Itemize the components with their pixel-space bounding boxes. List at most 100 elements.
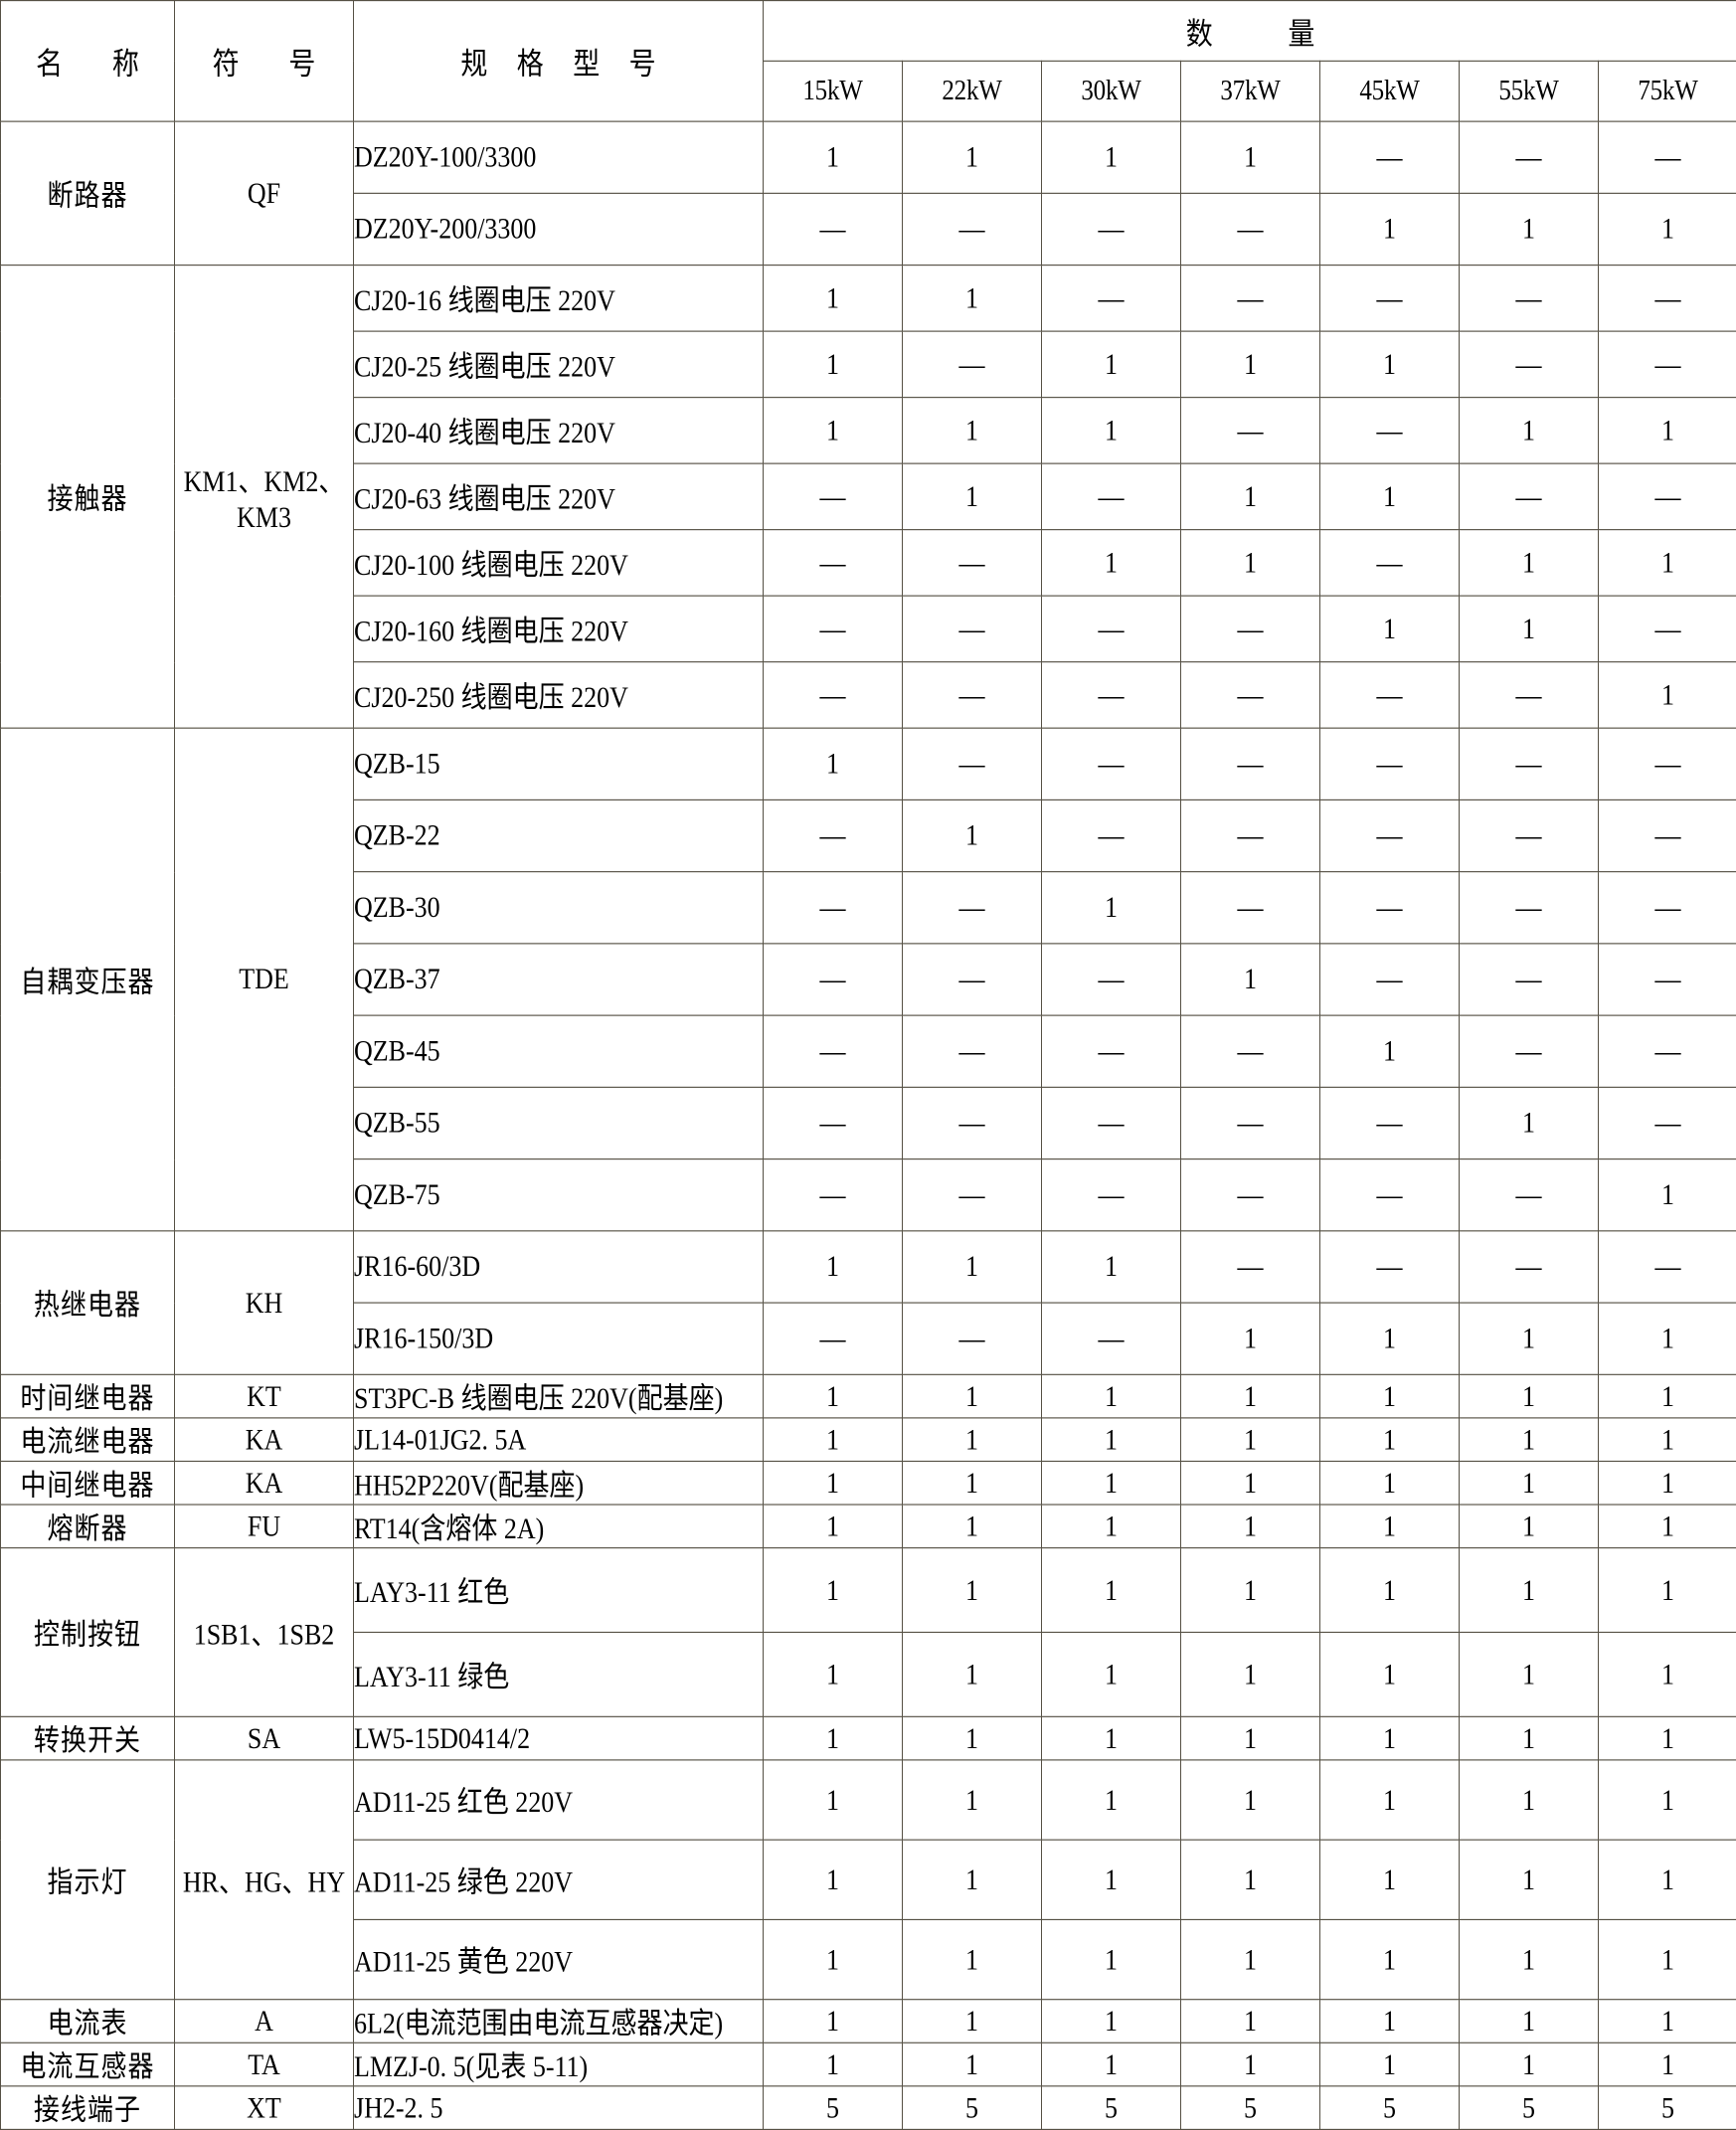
table-row: CJ20-63 线圈电压 220V —1—1 1— — (1, 462, 1736, 531)
quantity-cell-75kw: 1 (1597, 661, 1736, 729)
quantity-cell-37kw: — (1180, 1230, 1320, 1304)
component-name: 热继电器 (0, 1230, 175, 1375)
quantity-cell-37kw: — (1180, 397, 1320, 464)
component-spec: DZ20Y-100/3300 (353, 120, 764, 194)
header-row-top: 名 称 符 号 规 格 型 号 数 量 (0, 0, 1736, 122)
quantity-cell-37kw: — (1180, 727, 1320, 800)
quantity-cell-55kw: 1 (1459, 1302, 1599, 1375)
quantity-cell-75kw: — (1597, 462, 1736, 531)
component-spec: CJ20-250 线圈电压 220V (353, 661, 764, 729)
component-spec: CJ20-100 线圈电压 220V (353, 529, 764, 597)
quantity-cell-45kw: 5 (1319, 2085, 1460, 2130)
quantity-cell-55kw: 1 (1459, 595, 1599, 663)
quantity-cell-22kw: 1 (902, 1999, 1042, 2043)
quantity-cell-30kw: 1 (1041, 1715, 1181, 1761)
component-symbol: KH (174, 1230, 354, 1375)
quantity-cell-22kw: — (902, 871, 1042, 945)
table-row: JR16-150/3D — — —1 1 1 1 (1, 1302, 1736, 1375)
quantity-cell-15kw: 1 (763, 1547, 903, 1634)
quantity-cell-15kw: — (763, 1014, 903, 1088)
component-name: 时间继电器 (0, 1373, 175, 1419)
quantity-cell-15kw: 1 (763, 1715, 903, 1761)
component-spec: JR16-60/3D (353, 1230, 764, 1304)
quantity-cell-15kw: 1 (763, 265, 903, 332)
quantity-cell-45kw: 1 (1319, 1999, 1460, 2043)
quantity-cell-22kw: 5 (902, 2085, 1042, 2130)
quantity-cell-55kw: 1 (1459, 1460, 1599, 1506)
quantity-cell-22kw: 1 (902, 2041, 1042, 2087)
quantity-cell-22kw: — (902, 727, 1042, 800)
quantity-cell-37kw: — (1180, 1086, 1320, 1160)
quantity-cell-30kw: 1 (1041, 1230, 1181, 1304)
quantity-cell-75kw: — (1597, 265, 1736, 332)
column-header-power-15kw: 15kW (763, 60, 903, 122)
quantity-cell-30kw: 1 (1041, 330, 1181, 399)
quantity-cell-30kw: — (1041, 727, 1181, 800)
table-row: 电流表 A 6L2(电流范围由电流互感器决定) 1 1 1 1 1 1 1 (0, 1999, 1736, 2043)
quantity-cell-22kw: 1 (902, 1417, 1042, 1463)
quantity-cell-55kw: — (1459, 661, 1599, 729)
quantity-cell-55kw: 1 (1459, 1631, 1599, 1717)
component-spec: JR16-150/3D (353, 1302, 764, 1375)
quantity-cell-55kw: — (1459, 1230, 1599, 1304)
component-name: 熔断器 (0, 1504, 175, 1549)
quantity-cell-55kw: 1 (1459, 1547, 1599, 1634)
quantity-cell-15kw: — (763, 1086, 903, 1160)
quantity-cell-55kw: 1 (1459, 1504, 1599, 1549)
quantity-cell-22kw: 1 (902, 397, 1042, 464)
quantity-cell-55kw: 1 (1459, 1417, 1599, 1463)
quantity-cell-75kw: 1 (1597, 1715, 1736, 1761)
column-header-power-30kw: 30kW (1041, 60, 1181, 122)
quantity-cell-37kw: 1 (1180, 1759, 1320, 1841)
quantity-cell-15kw: — (763, 529, 903, 597)
quantity-cell-45kw: — (1319, 529, 1460, 597)
component-spec: LW5-15D0414/2 (353, 1715, 764, 1761)
quantity-cell-55kw: 1 (1459, 1918, 1599, 2001)
quantity-cell-30kw: — (1041, 462, 1181, 531)
table-row: 自耦变压器 TDE QZB-15 1— — — — — — (0, 727, 1736, 1232)
component-spec: LAY3-11 绿色 (353, 1631, 764, 1717)
quantity-cell-15kw: — (763, 1302, 903, 1375)
quantity-cell-30kw: 1 (1041, 1547, 1181, 1634)
component-name: 自耦变压器 (0, 727, 175, 1232)
component-symbol: SA (174, 1715, 354, 1761)
quantity-cell-75kw: 1 (1597, 1999, 1736, 2043)
quantity-cell-15kw: — (763, 595, 903, 663)
quantity-cell-22kw: — (902, 330, 1042, 399)
column-header-quantity-group: 数 量 (762, 0, 1736, 62)
component-spec: CJ20-160 线圈电压 220V (353, 595, 764, 663)
table-body: 断路器 QF DZ20Y-100/3300 1 1 1 1— — — DZ20Y-200/3300… (0, 120, 1736, 2130)
quantity-cell-37kw: 1 (1180, 1715, 1320, 1761)
quantity-cell-15kw: 5 (763, 2085, 903, 2130)
quantity-cell-30kw: 1 (1041, 1918, 1181, 2001)
quantity-cell-30kw: — (1041, 265, 1181, 332)
table-row: AD11-25 黄色 220V 1 1 1 1 1 1 1 (1, 1918, 1736, 2001)
quantity-cell-22kw: 1 (902, 1230, 1042, 1304)
quantity-cell-75kw: 1 (1597, 1547, 1736, 1634)
component-name: 接线端子 (0, 2085, 175, 2130)
quantity-cell-30kw: — (1041, 1014, 1181, 1088)
quantity-cell-75kw: 1 (1597, 1504, 1736, 1549)
component-spec: JH2-2. 5 (353, 2085, 764, 2130)
quantity-cell-55kw: 1 (1459, 1086, 1599, 1160)
quantity-cell-15kw: — (763, 661, 903, 729)
component-symbol: KT (174, 1373, 354, 1419)
component-spec: CJ20-63 线圈电压 220V (353, 462, 764, 531)
table-row: 电流互感器 TA LMZJ-0. 5(见表 5-11) 1 1 1 1 1 1 1 (0, 2041, 1736, 2087)
quantity-cell-15kw: 1 (763, 1999, 903, 2043)
quantity-cell-45kw: — (1319, 265, 1460, 332)
quantity-cell-75kw: — (1597, 595, 1736, 663)
component-symbol: A (174, 1999, 354, 2043)
quantity-cell-75kw: — (1597, 1230, 1736, 1304)
quantity-cell-45kw: — (1319, 1230, 1460, 1304)
quantity-cell-45kw: 1 (1319, 1631, 1460, 1717)
quantity-cell-37kw: 1 (1180, 330, 1320, 399)
quantity-cell-75kw: — (1597, 799, 1736, 873)
quantity-cell-75kw: 1 (1597, 1302, 1736, 1375)
table-row: CJ20-25 线圈电压 220V 1—1 1 1— — (1, 330, 1736, 399)
quantity-cell-37kw: — (1180, 192, 1320, 266)
quantity-cell-55kw: 1 (1459, 192, 1599, 266)
quantity-cell-75kw: — (1597, 120, 1736, 194)
quantity-cell-55kw: — (1459, 330, 1599, 399)
